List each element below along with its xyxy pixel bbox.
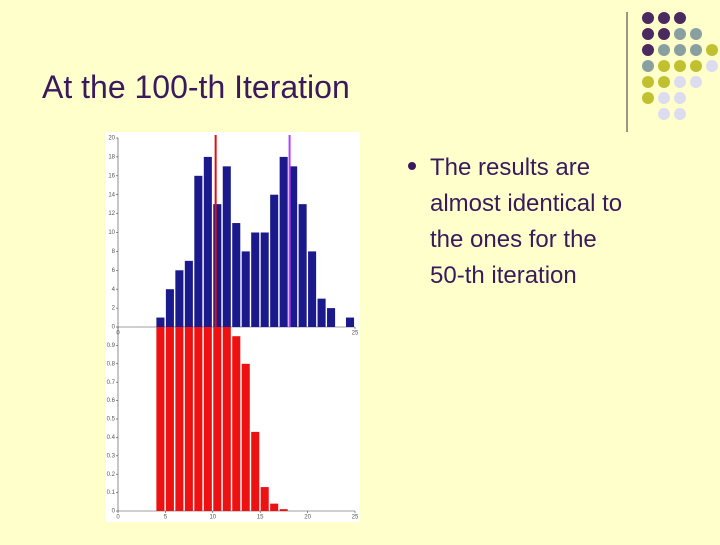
bar — [260, 487, 269, 511]
bar — [317, 298, 326, 327]
y-tick-label: 18 — [108, 154, 115, 160]
slide-title: At the 100-th Iteration — [42, 69, 350, 105]
bullet-text: The results are almost identical to the on… — [430, 154, 622, 289]
x-tick-label: 0 — [116, 515, 120, 521]
bar — [222, 327, 231, 511]
y-tick-label: 20 — [108, 136, 115, 142]
bar — [345, 317, 355, 327]
bar — [213, 204, 222, 327]
bullet-line: 50-th iteration — [430, 262, 577, 289]
bullet-line: the ones for the — [430, 226, 597, 253]
x-tick-label: 25 — [352, 515, 359, 521]
y-tick-label: 0.7 — [107, 380, 116, 386]
bullet-line: almost identical to — [430, 190, 622, 217]
x-tick-label: 20 — [304, 515, 311, 521]
y-tick-label: 0.3 — [107, 453, 116, 459]
y-tick-label: 0.6 — [107, 398, 116, 404]
bar — [175, 327, 184, 511]
y-tick-label: 0.8 — [107, 361, 116, 367]
bar — [251, 431, 260, 511]
bar — [241, 363, 250, 511]
bar — [327, 308, 336, 327]
bar — [270, 503, 279, 511]
bar — [298, 204, 307, 327]
bar — [175, 270, 184, 327]
y-tick-label: 0.2 — [107, 472, 116, 478]
bar — [232, 336, 241, 511]
y-tick-label: 4 — [112, 287, 116, 293]
charts: 0 2 4 6 8 10 12 14 16 18 20 0 25 0 0.1 0.2 0.3 0.4 0.5 0.6 0… — [107, 135, 359, 521]
y-tick-label: 0.5 — [107, 417, 116, 423]
y-tick-label: 12 — [108, 211, 115, 217]
bar — [260, 232, 269, 327]
y-tick-label: 2 — [112, 306, 116, 312]
bar — [203, 156, 212, 327]
bar — [213, 327, 222, 511]
y-tick-label: 0 — [112, 325, 116, 331]
decor-dots — [642, 12, 718, 120]
x-tick-label: 5 — [164, 515, 168, 521]
y-tick-label: 0.9 — [107, 343, 116, 349]
y-tick-label: 10 — [108, 230, 115, 236]
bar — [232, 223, 241, 327]
x-tick-label: 0 — [116, 331, 120, 337]
bar — [241, 251, 250, 327]
y-tick-label: 0 — [112, 509, 116, 515]
bar — [184, 260, 193, 327]
bar — [184, 327, 193, 511]
y-tick-label: 0.1 — [107, 490, 116, 496]
bullet-dot — [408, 162, 416, 170]
bullet-line: The results are — [430, 154, 590, 181]
x-tick-label: 15 — [257, 515, 264, 521]
y-tick-label: 14 — [108, 192, 115, 198]
y-tick-label: 6 — [112, 268, 116, 274]
bar — [251, 232, 260, 327]
bar — [308, 251, 317, 327]
bar — [222, 166, 231, 327]
x-tick-label: 10 — [209, 515, 216, 521]
bar — [289, 166, 298, 327]
bar — [165, 327, 174, 511]
x-tick-label: 25 — [352, 331, 359, 337]
bar — [194, 327, 203, 511]
bar — [203, 327, 212, 511]
bar — [279, 509, 288, 511]
y-tick-label: 0.4 — [107, 435, 116, 441]
bar — [156, 327, 165, 511]
bar — [194, 175, 203, 327]
y-tick-label: 16 — [108, 173, 115, 179]
bar — [279, 156, 288, 327]
bar — [270, 194, 279, 327]
bar — [156, 317, 165, 327]
bar — [165, 289, 174, 327]
y-tick-label: 8 — [112, 249, 116, 255]
